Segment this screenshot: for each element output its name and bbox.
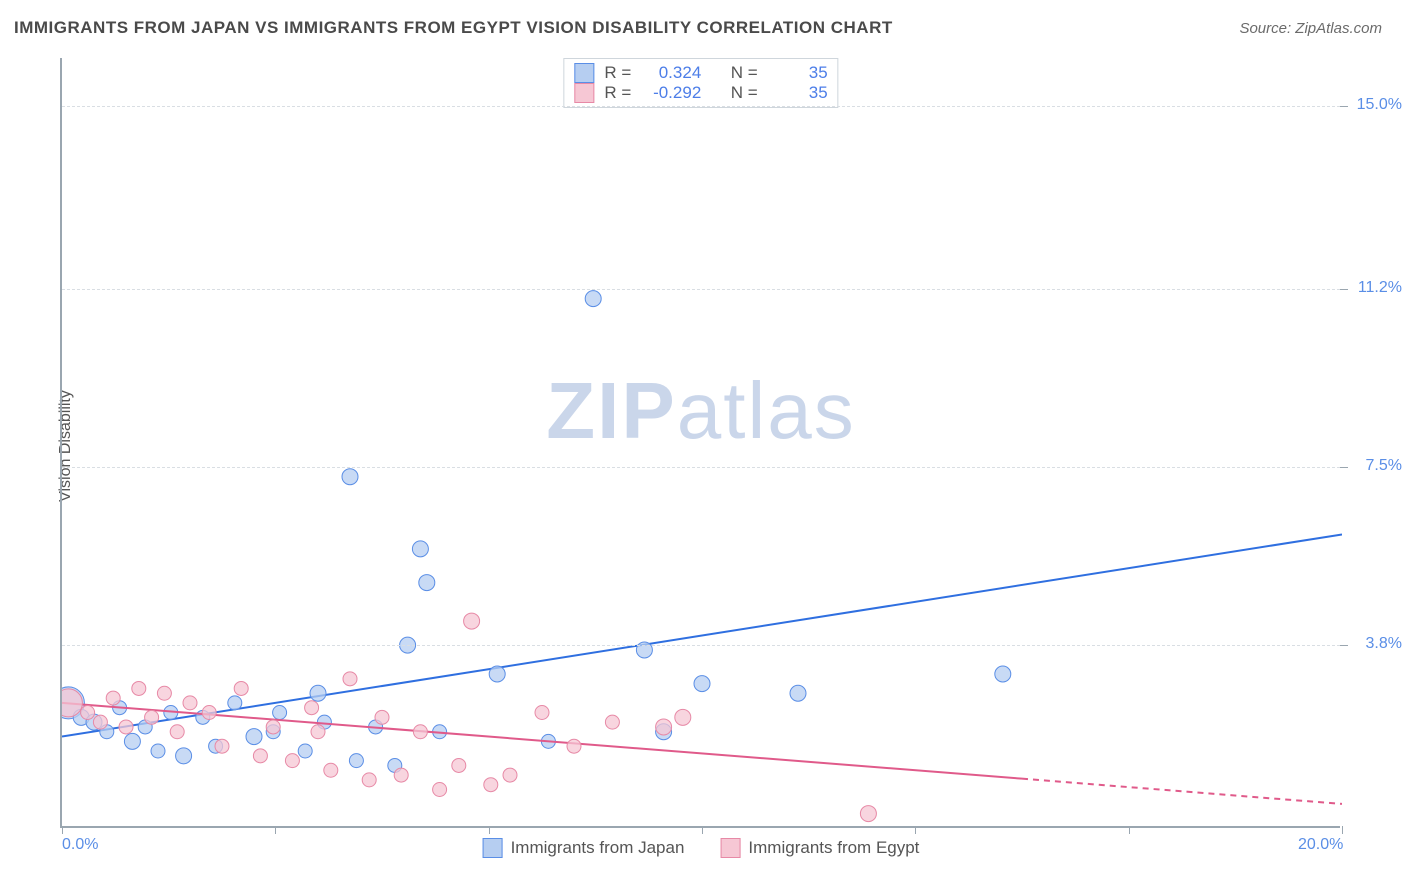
- scatter-point: [375, 710, 389, 724]
- scatter-point: [362, 773, 376, 787]
- scatter-point: [273, 706, 287, 720]
- legend-row: R = 0.324 N = 35: [574, 63, 827, 83]
- scatter-point: [860, 806, 876, 822]
- scatter-point: [106, 691, 120, 705]
- scatter-point: [151, 744, 165, 758]
- scatter-point: [419, 575, 435, 591]
- legend-swatch: [483, 838, 503, 858]
- legend-n-value: 35: [768, 63, 828, 83]
- scatter-point: [119, 720, 133, 734]
- source-attribution: Source: ZipAtlas.com: [1239, 20, 1382, 37]
- legend-swatch: [574, 63, 594, 83]
- trend-line-dashed: [1022, 779, 1342, 804]
- scatter-point: [266, 720, 280, 734]
- scatter-point: [298, 744, 312, 758]
- scatter-point: [790, 685, 806, 701]
- scatter-point: [202, 706, 216, 720]
- gridline: [62, 289, 1340, 290]
- x-tick-label: 20.0%: [1298, 836, 1343, 854]
- scatter-point: [433, 783, 447, 797]
- scatter-point: [145, 710, 159, 724]
- legend-item: Immigrants from Japan: [483, 838, 685, 858]
- scatter-point: [464, 613, 480, 629]
- scatter-point: [234, 681, 248, 695]
- y-tick: [1340, 645, 1348, 646]
- scatter-point: [305, 701, 319, 715]
- scatter-point: [324, 763, 338, 777]
- x-tick: [489, 826, 490, 834]
- x-tick-label: 0.0%: [62, 836, 98, 854]
- scatter-point: [394, 768, 408, 782]
- scatter-point: [412, 541, 428, 557]
- scatter-point: [656, 719, 672, 735]
- x-tick: [62, 826, 63, 834]
- scatter-point: [228, 696, 242, 710]
- legend-n-label: N =: [731, 63, 758, 83]
- scatter-point: [585, 291, 601, 307]
- y-tick: [1340, 106, 1348, 107]
- legend-r-value: -0.292: [641, 83, 701, 103]
- x-tick: [702, 826, 703, 834]
- gridline: [62, 645, 1340, 646]
- scatter-point: [675, 709, 691, 725]
- legend-correlation: R = 0.324 N = 35 R = -0.292 N = 35: [563, 58, 838, 108]
- legend-r-label: R =: [604, 83, 631, 103]
- legend-r-value: 0.324: [641, 63, 701, 83]
- x-tick: [1342, 826, 1343, 834]
- scatter-point: [124, 733, 140, 749]
- legend-series: Immigrants from Japan Immigrants from Eg…: [483, 838, 920, 858]
- legend-item: Immigrants from Egypt: [720, 838, 919, 858]
- scatter-point: [349, 754, 363, 768]
- scatter-point: [253, 749, 267, 763]
- legend-r-label: R =: [604, 63, 631, 83]
- scatter-point: [484, 778, 498, 792]
- scatter-point: [995, 666, 1011, 682]
- legend-swatch: [574, 83, 594, 103]
- gridline: [62, 467, 1340, 468]
- scatter-point: [605, 715, 619, 729]
- scatter-point: [535, 706, 549, 720]
- legend-swatch: [720, 838, 740, 858]
- scatter-point: [489, 666, 505, 682]
- scatter-point: [132, 681, 146, 695]
- plot-area: ZIPatlas R = 0.324 N = 35 R = -0.292 N =…: [60, 58, 1340, 828]
- scatter-point: [170, 725, 184, 739]
- scatter-point: [81, 706, 95, 720]
- scatter-point: [157, 686, 171, 700]
- legend-n-label: N =: [731, 83, 758, 103]
- trend-line: [62, 534, 1342, 736]
- chart-svg: [62, 58, 1342, 828]
- y-tick: [1340, 467, 1348, 468]
- scatter-point: [215, 739, 229, 753]
- gridline: [62, 106, 1340, 107]
- scatter-point: [93, 715, 107, 729]
- scatter-point: [310, 685, 326, 701]
- x-tick: [1129, 826, 1130, 834]
- legend-series-label: Immigrants from Japan: [511, 838, 685, 858]
- scatter-point: [246, 729, 262, 745]
- scatter-point: [413, 725, 427, 739]
- legend-n-value: 35: [768, 83, 828, 103]
- y-tick: [1340, 289, 1348, 290]
- scatter-point: [343, 672, 357, 686]
- x-tick: [275, 826, 276, 834]
- y-tick-label: 3.8%: [1347, 635, 1402, 653]
- legend-row: R = -0.292 N = 35: [574, 83, 827, 103]
- legend-series-label: Immigrants from Egypt: [748, 838, 919, 858]
- scatter-point: [567, 739, 581, 753]
- scatter-point: [311, 725, 325, 739]
- scatter-point: [183, 696, 197, 710]
- y-tick-label: 15.0%: [1347, 96, 1402, 114]
- y-tick-label: 11.2%: [1347, 279, 1402, 297]
- chart-title: IMMIGRANTS FROM JAPAN VS IMMIGRANTS FROM…: [14, 18, 893, 38]
- scatter-point: [452, 758, 466, 772]
- scatter-point: [176, 748, 192, 764]
- scatter-point: [694, 676, 710, 692]
- scatter-point: [342, 469, 358, 485]
- scatter-point: [503, 768, 517, 782]
- y-tick-label: 7.5%: [1347, 457, 1402, 475]
- x-tick: [915, 826, 916, 834]
- chart-container: IMMIGRANTS FROM JAPAN VS IMMIGRANTS FROM…: [0, 0, 1406, 892]
- scatter-point: [285, 754, 299, 768]
